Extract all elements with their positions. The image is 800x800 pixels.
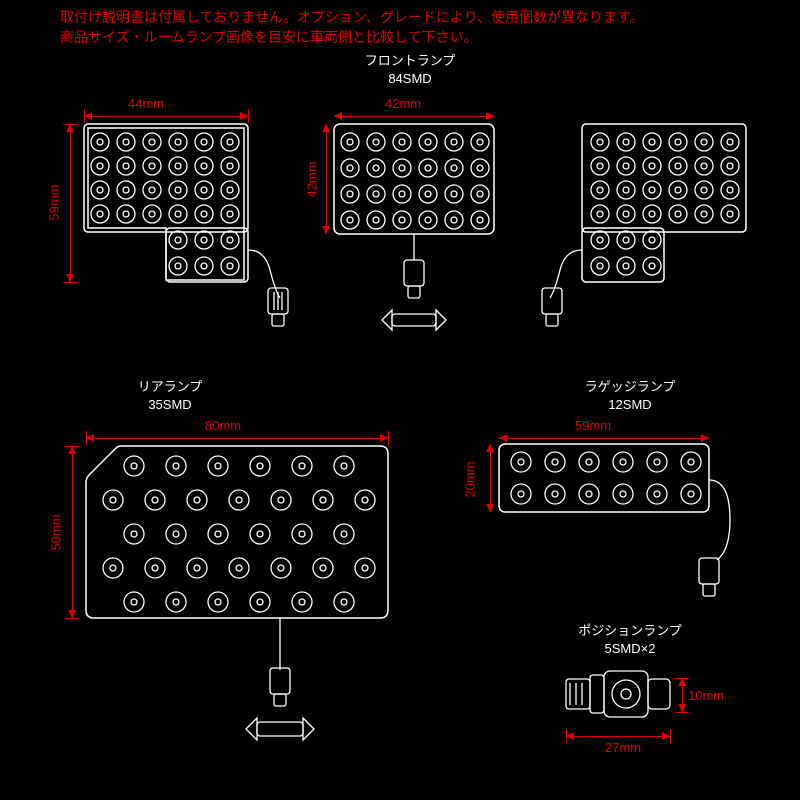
arrow-icon — [566, 732, 574, 740]
dim-rear-h: 50mm — [49, 514, 64, 550]
arrow-icon — [678, 704, 686, 712]
dim-tick — [566, 729, 567, 743]
front-center-module — [330, 120, 510, 350]
rear-lamp-module — [80, 440, 420, 760]
warning-text: 取付け説明書は付属しておりません。オプション、グレードにより、使用個数が異なりま… — [60, 8, 644, 47]
arrow-icon — [486, 504, 494, 512]
front-lamp-smd: 84SMD — [388, 71, 431, 86]
arrow-icon — [86, 434, 94, 442]
luggage-lamp-title: ラゲッジランプ — [585, 379, 676, 394]
arrow-icon — [380, 434, 388, 442]
dim-line — [566, 736, 670, 737]
dim-tick — [86, 431, 87, 445]
arrow-icon — [486, 112, 494, 120]
dim-line — [84, 116, 248, 117]
arrow-icon — [240, 112, 248, 120]
dim-tick — [675, 678, 689, 679]
dim-rear-w: 80mm — [205, 418, 241, 433]
arrow-icon — [322, 226, 330, 234]
dim-line — [490, 444, 491, 512]
arrow-icon — [662, 732, 670, 740]
dim-line — [70, 124, 71, 282]
position-lamp-smd: 5SMD×2 — [605, 641, 656, 656]
front-left-module — [80, 120, 300, 340]
dim-front-left-w: 44mm — [128, 96, 164, 111]
dim-line — [326, 124, 327, 234]
arrow-icon — [66, 124, 74, 132]
arrow-icon — [334, 112, 342, 120]
dim-tick — [84, 109, 85, 123]
dim-tick — [65, 446, 79, 447]
arrow-icon — [84, 112, 92, 120]
luggage-lamp-label: ラゲッジランプ 12SMD — [560, 378, 700, 414]
arrow-icon — [678, 678, 686, 686]
dim-front-center-w: 42mm — [385, 96, 421, 111]
dim-position-h: 10mm — [688, 688, 724, 703]
dim-tick — [65, 618, 79, 619]
front-lamp-label: フロントランプ 84SMD — [340, 52, 480, 88]
dim-luggage-w: 59mm — [575, 418, 611, 433]
dim-luggage-h: 20mm — [463, 461, 478, 497]
position-lamp-label: ポジションランプ 5SMD×2 — [560, 622, 700, 658]
dim-front-center-h: 42mm — [305, 161, 320, 197]
arrow-icon — [486, 444, 494, 452]
rear-lamp-title: リアランプ — [138, 379, 203, 394]
arrow-icon — [322, 124, 330, 132]
warning-line-2: 商品サイズ・ルームランプ画像を目安に車両側と比較して下さい。 — [60, 28, 644, 48]
position-lamp-title: ポジションランプ — [578, 623, 682, 638]
warning-line-1: 取付け説明書は付属しておりません。オプション、グレードにより、使用個数が異なりま… — [60, 8, 644, 28]
led-grid — [91, 133, 239, 275]
dim-tick — [670, 729, 671, 743]
dim-line — [499, 438, 709, 439]
dim-tick — [63, 124, 77, 125]
dim-line — [72, 446, 73, 618]
arrow-icon — [66, 274, 74, 282]
front-right-module — [530, 120, 750, 340]
dim-line — [86, 438, 388, 439]
rear-lamp-label: リアランプ 35SMD — [110, 378, 230, 414]
luggage-lamp-smd: 12SMD — [608, 397, 651, 412]
arrow-icon — [701, 434, 709, 442]
arrow-icon — [68, 610, 76, 618]
rear-lamp-smd: 35SMD — [148, 397, 191, 412]
dim-line — [334, 116, 494, 117]
front-lamp-title: フロントランプ — [365, 53, 456, 68]
arrow-icon — [499, 434, 507, 442]
dim-front-left-h: 59mm — [47, 184, 62, 220]
dim-tick — [63, 282, 77, 283]
dim-tick — [248, 109, 249, 123]
dim-tick — [675, 712, 689, 713]
dim-tick — [388, 431, 389, 445]
luggage-lamp-module — [495, 440, 755, 620]
dim-position-w: 27mm — [605, 740, 641, 755]
arrow-icon — [68, 446, 76, 454]
